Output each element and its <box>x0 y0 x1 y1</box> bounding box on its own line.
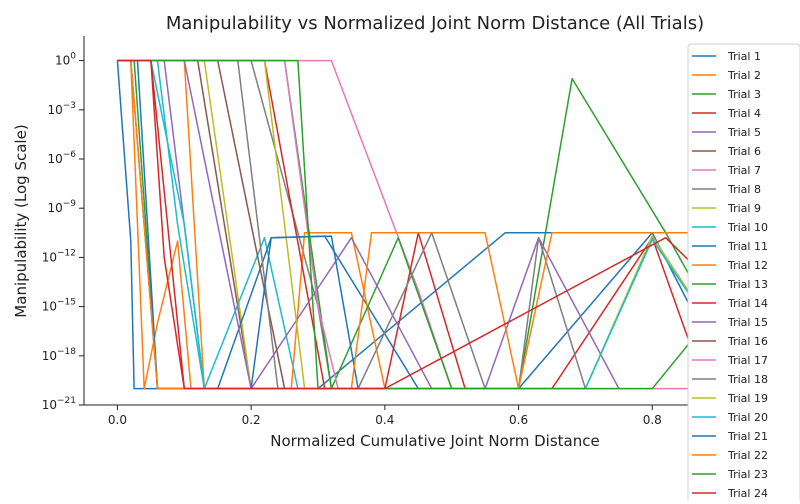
legend-label: Trial 22 <box>727 449 768 462</box>
y-tick-label: 100 <box>55 52 76 68</box>
legend-label: Trial 9 <box>727 202 761 215</box>
x-tick-label: 0.8 <box>643 413 662 427</box>
legend-label: Trial 3 <box>727 88 761 101</box>
chart-title: Manipulability vs Normalized Joint Norm … <box>166 13 704 34</box>
legend-label: Trial 21 <box>727 430 768 443</box>
legend-label: Trial 5 <box>727 126 761 139</box>
legend-label: Trial 10 <box>727 221 768 234</box>
legend-label: Trial 8 <box>727 183 761 196</box>
legend-label: Trial 2 <box>727 69 761 82</box>
x-tick-label: 0.4 <box>375 413 394 427</box>
x-axis-label: Normalized Cumulative Joint Norm Distanc… <box>270 432 599 450</box>
y-tick-label: 10−21 <box>42 396 76 412</box>
legend-label: Trial 16 <box>727 335 768 348</box>
x-tick-label: 0.6 <box>509 413 528 427</box>
legend-label: Trial 12 <box>727 259 768 272</box>
x-axis-ticks: 0.0 0.2 0.4 0.6 0.8 <box>108 405 662 427</box>
legend-label: Trial 18 <box>727 373 768 386</box>
legend-box <box>687 43 800 504</box>
series-line-trial-22 <box>117 59 753 390</box>
legend-label: Trial 14 <box>727 297 768 310</box>
series-layer <box>116 59 754 390</box>
y-tick-label: 10−12 <box>42 248 76 264</box>
series-line-trial-7 <box>117 59 720 390</box>
x-tick-label: 0.0 <box>108 413 127 427</box>
y-tick-label: 10−3 <box>47 101 76 117</box>
legend-label: Trial 20 <box>727 411 768 424</box>
y-tick-label: 10−6 <box>47 150 76 166</box>
legend-label: Trial 11 <box>727 240 768 253</box>
legend-label: Trial 4 <box>727 107 761 120</box>
legend-label: Trial 1 <box>727 50 761 63</box>
legend-label: Trial 19 <box>727 392 768 405</box>
legend-label: Trial 7 <box>727 164 761 177</box>
series-line-trial-15 <box>117 59 620 390</box>
legend-label: Trial 23 <box>727 468 768 481</box>
legend-label: Trial 24 <box>727 487 768 500</box>
legend-label: Trial 6 <box>727 145 761 158</box>
y-axis-label: Manipulability (Log Scale) <box>12 124 30 317</box>
legend-label: Trial 15 <box>727 316 768 329</box>
y-tick-label: 10−15 <box>42 298 76 314</box>
legend-label: Trial 13 <box>727 278 768 291</box>
legend: Trial 1 Trial 2 Trial 3 Trial 4 Trial 5 Trial… <box>687 43 800 504</box>
y-tick-label: 10−9 <box>47 199 76 215</box>
y-tick-label: 10−18 <box>42 347 77 363</box>
series-line-trial-11 <box>117 59 734 390</box>
legend-label: Trial 17 <box>727 354 768 367</box>
y-axis-ticks: 100 10−3 10−6 10−9 10−12 10−15 10−18 10−21 <box>42 52 84 412</box>
x-tick-label: 0.2 <box>242 413 261 427</box>
